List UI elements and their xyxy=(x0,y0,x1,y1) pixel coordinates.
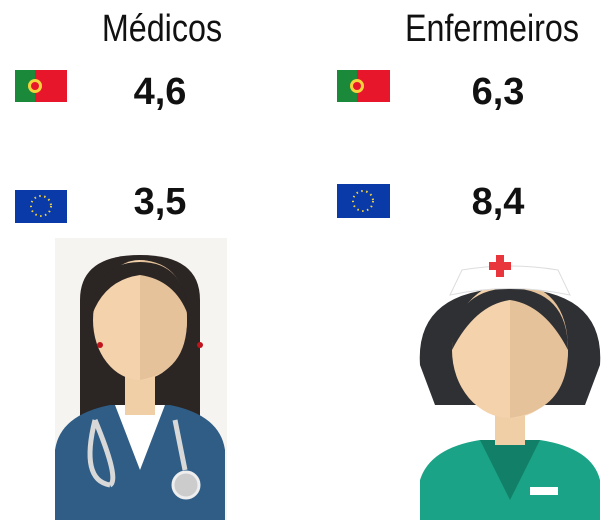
doctor-illustration xyxy=(55,238,227,520)
flag-portugal xyxy=(337,70,390,102)
infographic: Médicos Enfermeiros 4,6 3,5 6,3 8,4 xyxy=(0,0,608,520)
flag-eu xyxy=(337,184,390,218)
value-portugal: 6,3 xyxy=(472,71,525,113)
value-eu: 8,4 xyxy=(472,181,525,223)
value-eu: 3,5 xyxy=(134,181,187,223)
nurse-illustration xyxy=(420,255,601,520)
column-title: Médicos xyxy=(102,8,222,50)
value-portugal: 4,6 xyxy=(134,71,187,113)
flag-eu xyxy=(15,190,67,223)
column-title: Enfermeiros xyxy=(405,8,579,50)
page: Médicos Enfermeiros 4,6 3,5 6,3 8,4 xyxy=(0,0,608,520)
flag-portugal xyxy=(15,70,67,102)
